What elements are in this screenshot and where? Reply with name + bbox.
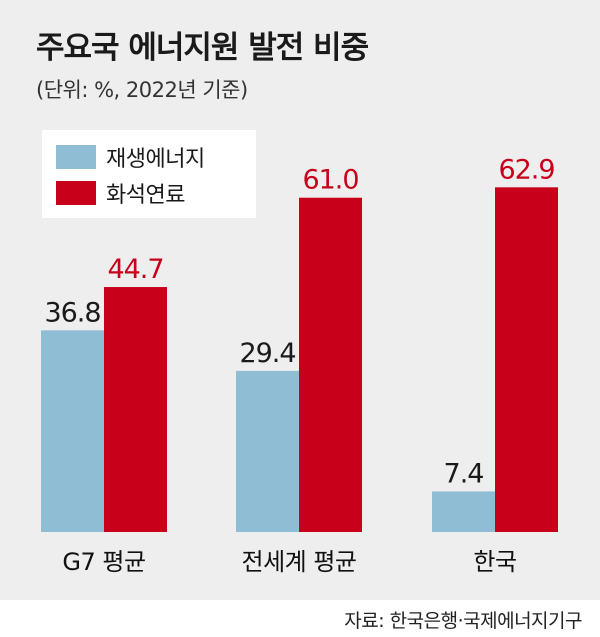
legend-swatch-fossil <box>56 181 96 205</box>
legend: 재생에너지 화석연료 <box>42 130 256 218</box>
data-label-fossil-2: 62.9 <box>498 154 554 185</box>
legend-item-fossil: 화석연료 <box>56 178 185 208</box>
bar-fossil-2 <box>495 187 558 533</box>
legend-swatch-renewable <box>56 145 96 169</box>
data-label-renewable-2: 7.4 <box>444 458 484 489</box>
data-label-renewable-1: 29.4 <box>239 338 295 369</box>
bar-renewable-1 <box>236 370 299 532</box>
bar-fossil-0 <box>104 287 167 532</box>
bar-renewable-2 <box>432 491 495 532</box>
category-label-0: G7 평균 <box>62 548 145 576</box>
bar-chart: 36.844.7 G7 평균 29.4 61.0 전세계 평균 7.4 62.9 한국 <box>41 154 558 576</box>
legend-label-renewable: 재생에너지 <box>106 147 205 172</box>
legend-item-renewable: 재생에너지 <box>56 142 205 172</box>
chart-subtitle: (단위: %, 2022년 기준) <box>36 78 248 102</box>
bar-renewable-0 <box>41 330 104 532</box>
source-note: 자료: 한국은행·국제에너지기구 <box>344 610 582 632</box>
chart-title: 주요국 에너지원 발전 비중 <box>36 30 369 66</box>
data-label-fossil-1: 61.0 <box>302 165 358 196</box>
category-label-1: 전세계 평균 <box>241 548 356 576</box>
category-label-2: 한국 <box>473 548 516 576</box>
legend-label-fossil: 화석연료 <box>106 183 185 208</box>
data-label-fossil-0: 44.7 <box>107 254 163 285</box>
bar-fossil-1 <box>299 197 362 532</box>
data-label-renewable-0: 36.8 <box>44 297 100 328</box>
